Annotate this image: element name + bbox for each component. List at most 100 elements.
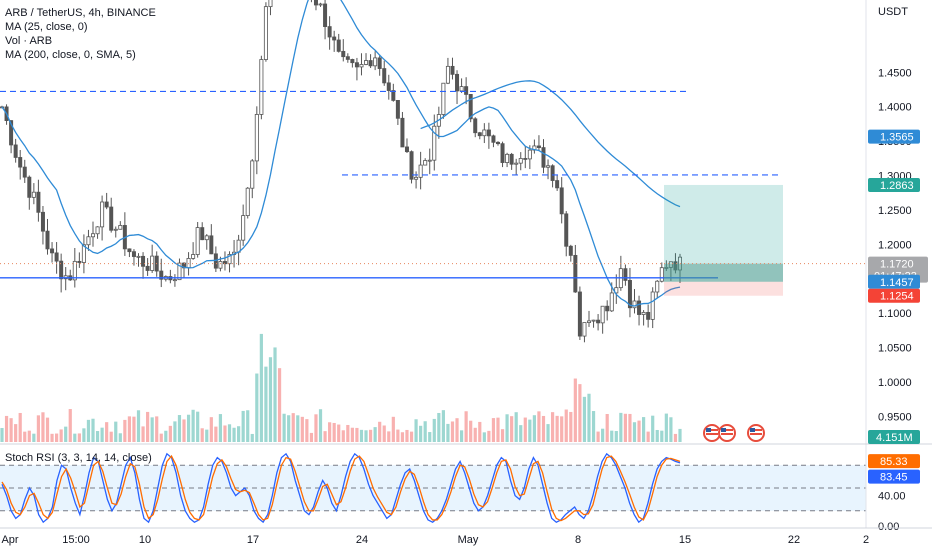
candle[interactable]	[354, 62, 359, 68]
candle[interactable]	[623, 268, 628, 281]
time-axis[interactable]: Apr 15:00 10 17 24 May 8 15 22 2	[1, 534, 869, 546]
candle[interactable]	[13, 144, 18, 158]
candle[interactable]	[104, 201, 109, 208]
candle[interactable]	[432, 125, 437, 161]
candle[interactable]	[418, 164, 423, 178]
stoch-k-line[interactable]	[1, 452, 681, 524]
candle[interactable]	[555, 180, 560, 189]
candle[interactable]	[445, 65, 450, 84]
candle[interactable]	[477, 132, 482, 137]
candle[interactable]	[404, 146, 409, 153]
candle[interactable]	[145, 265, 150, 271]
candle[interactable]	[241, 215, 246, 241]
candle[interactable]	[505, 153, 510, 163]
candle[interactable]	[464, 86, 469, 95]
candle[interactable]	[350, 59, 355, 64]
candle[interactable]	[204, 235, 209, 241]
candle[interactable]	[491, 135, 496, 143]
candle[interactable]	[40, 211, 45, 232]
candle[interactable]	[141, 255, 146, 267]
candle[interactable]	[118, 225, 123, 230]
candle[interactable]	[459, 86, 464, 92]
candle[interactable]	[109, 206, 114, 231]
candle[interactable]	[582, 322, 587, 337]
candle[interactable]	[377, 57, 382, 69]
us-flag-icon[interactable]	[718, 424, 736, 442]
candle[interactable]	[573, 254, 578, 293]
candle[interactable]	[609, 292, 614, 312]
candle[interactable]	[159, 270, 164, 280]
candle[interactable]	[550, 165, 555, 181]
candle[interactable]	[9, 120, 14, 146]
us-flag-icon[interactable]	[703, 424, 721, 442]
candle[interactable]	[577, 291, 582, 337]
candle[interactable]	[341, 50, 346, 58]
candle[interactable]	[27, 176, 32, 198]
stoch-d-line[interactable]	[1, 454, 681, 522]
candle[interactable]	[637, 300, 642, 315]
candle[interactable]	[568, 245, 573, 256]
candle[interactable]	[586, 320, 591, 323]
candle[interactable]	[18, 157, 23, 168]
candle[interactable]	[327, 26, 332, 38]
candle[interactable]	[632, 300, 637, 309]
candle[interactable]	[450, 65, 455, 75]
candle[interactable]	[541, 147, 546, 168]
candle[interactable]	[127, 248, 132, 253]
candle[interactable]	[391, 90, 396, 101]
candle[interactable]	[536, 145, 541, 148]
us-flag-icon[interactable]	[747, 424, 765, 442]
candle[interactable]	[400, 117, 405, 148]
candle[interactable]	[72, 260, 77, 281]
candle[interactable]	[527, 149, 532, 160]
candle[interactable]	[131, 251, 136, 257]
candle[interactable]	[313, 0, 318, 6]
candle[interactable]	[605, 305, 610, 312]
event-flags[interactable]	[703, 424, 765, 442]
candle[interactable]	[45, 230, 50, 250]
candle[interactable]	[227, 254, 232, 265]
candle[interactable]	[614, 287, 619, 294]
candle[interactable]	[218, 261, 223, 269]
candle[interactable]	[54, 252, 59, 262]
candle[interactable]	[86, 236, 91, 246]
stoch-rsi-pane[interactable]: 85.33 83.45 40.00 0.00	[0, 452, 920, 533]
candle[interactable]	[646, 311, 651, 320]
candle[interactable]	[655, 280, 660, 293]
candle[interactable]	[36, 191, 41, 213]
candle[interactable]	[95, 226, 100, 235]
candle[interactable]	[200, 227, 205, 241]
candle[interactable]	[336, 39, 341, 52]
candle[interactable]	[486, 129, 491, 137]
candle[interactable]	[523, 158, 528, 160]
candle[interactable]	[59, 260, 64, 280]
candle[interactable]	[386, 82, 391, 91]
candle[interactable]	[600, 305, 605, 324]
candle[interactable]	[91, 233, 96, 238]
candle[interactable]	[373, 57, 378, 67]
candle[interactable]	[209, 235, 214, 255]
candle[interactable]	[81, 244, 86, 263]
candle[interactable]	[268, 0, 273, 8]
candle[interactable]	[195, 227, 200, 255]
ma200-line[interactable]	[420, 80, 681, 208]
candle[interactable]	[77, 260, 82, 263]
candle[interactable]	[482, 129, 487, 137]
candle[interactable]	[245, 187, 250, 217]
candle[interactable]	[50, 248, 55, 254]
candle[interactable]	[191, 254, 196, 259]
candle[interactable]	[596, 319, 601, 324]
candle[interactable]	[186, 258, 191, 269]
candle[interactable]	[368, 60, 373, 67]
candle[interactable]	[172, 279, 177, 282]
candle[interactable]	[409, 151, 414, 180]
candle[interactable]	[382, 68, 387, 84]
candle[interactable]	[359, 64, 364, 68]
candle[interactable]	[455, 73, 460, 92]
candle[interactable]	[564, 213, 569, 247]
candle[interactable]	[323, 3, 328, 27]
position-target-zone[interactable]	[664, 184, 783, 264]
candle[interactable]	[495, 141, 500, 145]
candle[interactable]	[100, 201, 105, 228]
